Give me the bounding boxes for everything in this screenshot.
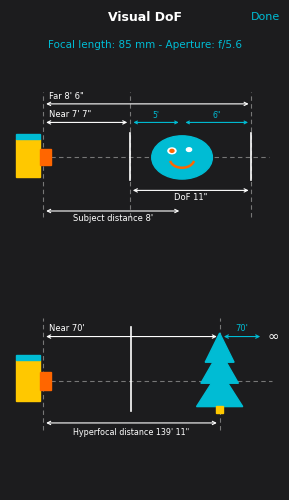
Text: 6": 6" [213,111,221,120]
Text: Focal length: 85 mm - Aperture: f/5.6: Focal length: 85 mm - Aperture: f/5.6 [47,40,242,50]
Text: 5': 5' [153,111,160,120]
Bar [16,134,40,139]
Text: Far 8' 6": Far 8' 6" [49,92,84,101]
Circle shape [152,136,212,179]
Text: 70': 70' [235,324,248,333]
Polygon shape [197,370,243,406]
Circle shape [170,150,174,152]
Bar [40,149,51,166]
Bar [16,139,40,177]
Circle shape [186,148,192,152]
Circle shape [168,148,176,154]
Text: Hyperfocal distance 139' 11": Hyperfocal distance 139' 11" [73,428,190,437]
Text: DoF 11": DoF 11" [174,192,208,202]
Text: Visual DoF: Visual DoF [108,11,181,24]
Bar [40,372,51,390]
Text: Near 70': Near 70' [49,324,85,333]
Text: Done: Done [251,12,280,22]
Bar [16,355,40,360]
Bar [216,406,223,413]
Text: Subject distance 8': Subject distance 8' [73,214,153,224]
Polygon shape [201,350,238,383]
Polygon shape [205,333,234,362]
Text: Near 7' 7": Near 7' 7" [49,110,91,120]
Bar [16,360,40,401]
Text: ∞: ∞ [267,330,279,344]
